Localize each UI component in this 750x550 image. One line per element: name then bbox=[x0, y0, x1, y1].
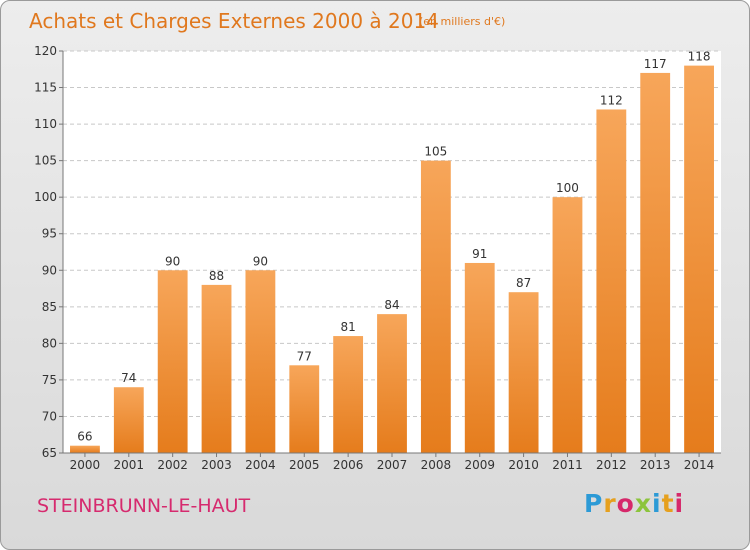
bar-value-label: 91 bbox=[472, 247, 487, 261]
y-tick-label: 100 bbox=[34, 190, 57, 204]
x-tick-label: 2014 bbox=[684, 458, 715, 472]
bar bbox=[201, 284, 232, 453]
bar-value-label: 90 bbox=[165, 254, 180, 268]
bar bbox=[508, 292, 539, 453]
y-tick-label: 120 bbox=[34, 44, 57, 58]
bar bbox=[70, 445, 100, 453]
chart-title: Achats et Charges Externes 2000 à 2014 bbox=[29, 9, 439, 33]
x-tick-label: 2004 bbox=[245, 458, 276, 472]
y-tick-label: 85 bbox=[42, 300, 57, 314]
bar-value-label: 105 bbox=[424, 145, 447, 159]
y-tick-label: 75 bbox=[42, 373, 57, 387]
bar bbox=[596, 109, 627, 454]
bar-value-label: 77 bbox=[297, 349, 312, 363]
bar-value-label: 84 bbox=[384, 298, 399, 312]
bars: 66 74 90 88 90 77 81 84 105 91 87 100 112 117 118 bbox=[70, 50, 714, 454]
bar bbox=[640, 72, 671, 453]
logo-letter: o bbox=[616, 489, 635, 518]
bar bbox=[333, 336, 364, 453]
x-tick-label: 2012 bbox=[596, 458, 627, 472]
bar-value-label: 90 bbox=[253, 254, 268, 268]
logo-letter: P bbox=[584, 489, 604, 518]
bar-value-label: 112 bbox=[600, 93, 623, 107]
x-tick-label: 2010 bbox=[508, 458, 539, 472]
bar bbox=[420, 160, 451, 454]
bar-value-label: 81 bbox=[340, 320, 355, 334]
bar bbox=[157, 270, 188, 453]
y-tick-label: 115 bbox=[34, 81, 57, 95]
bar-value-label: 74 bbox=[121, 371, 136, 385]
y-tick-label: 65 bbox=[42, 446, 57, 460]
logo-letter: r bbox=[603, 489, 617, 518]
logo-letter: t bbox=[661, 489, 675, 518]
bar bbox=[245, 270, 276, 453]
x-tick-label: 2009 bbox=[464, 458, 495, 472]
x-tick-label: 2013 bbox=[640, 458, 671, 472]
x-tick-label: 2001 bbox=[114, 458, 145, 472]
y-tick-label: 110 bbox=[34, 117, 57, 131]
x-tick-label: 2002 bbox=[157, 458, 188, 472]
bar bbox=[289, 365, 320, 453]
bar-value-label: 118 bbox=[688, 50, 711, 64]
y-tick-label: 80 bbox=[42, 336, 57, 350]
proxiti-logo: Proxiti bbox=[584, 489, 684, 518]
x-tick-label: 2005 bbox=[289, 458, 320, 472]
bar bbox=[464, 262, 495, 453]
bar bbox=[684, 65, 714, 454]
x-tick-label: 2007 bbox=[377, 458, 408, 472]
x-tick-label: 2006 bbox=[333, 458, 364, 472]
logo-letter: i bbox=[674, 489, 685, 518]
y-tick-label: 95 bbox=[42, 227, 57, 241]
logo-letter: x bbox=[634, 489, 652, 518]
logo-letter: i bbox=[652, 489, 662, 518]
commune-name: STEINBRUNN-LE-HAUT bbox=[37, 495, 251, 517]
x-tick-label: 2008 bbox=[421, 458, 452, 472]
bar-value-label: 88 bbox=[209, 269, 224, 283]
bar-value-label: 100 bbox=[556, 181, 579, 195]
x-tick-label: 2011 bbox=[552, 458, 583, 472]
chart-unit-label: (en milliers d'€) bbox=[419, 15, 506, 28]
bar-value-label: 117 bbox=[644, 57, 667, 71]
bar bbox=[377, 314, 407, 453]
bar bbox=[552, 197, 583, 453]
axes: 65 70 75 80 85 90 95 100 105 110 115 120 2000 2001 200… bbox=[34, 44, 721, 472]
y-tick-label: 105 bbox=[34, 154, 57, 168]
bar-value-label: 87 bbox=[516, 276, 531, 290]
y-tick-label: 90 bbox=[42, 263, 57, 277]
x-tick-label: 2003 bbox=[201, 458, 232, 472]
x-tick-label: 2000 bbox=[70, 458, 101, 472]
bar-value-label: 66 bbox=[77, 430, 92, 444]
y-tick-label: 70 bbox=[42, 409, 57, 423]
bar bbox=[113, 387, 144, 453]
